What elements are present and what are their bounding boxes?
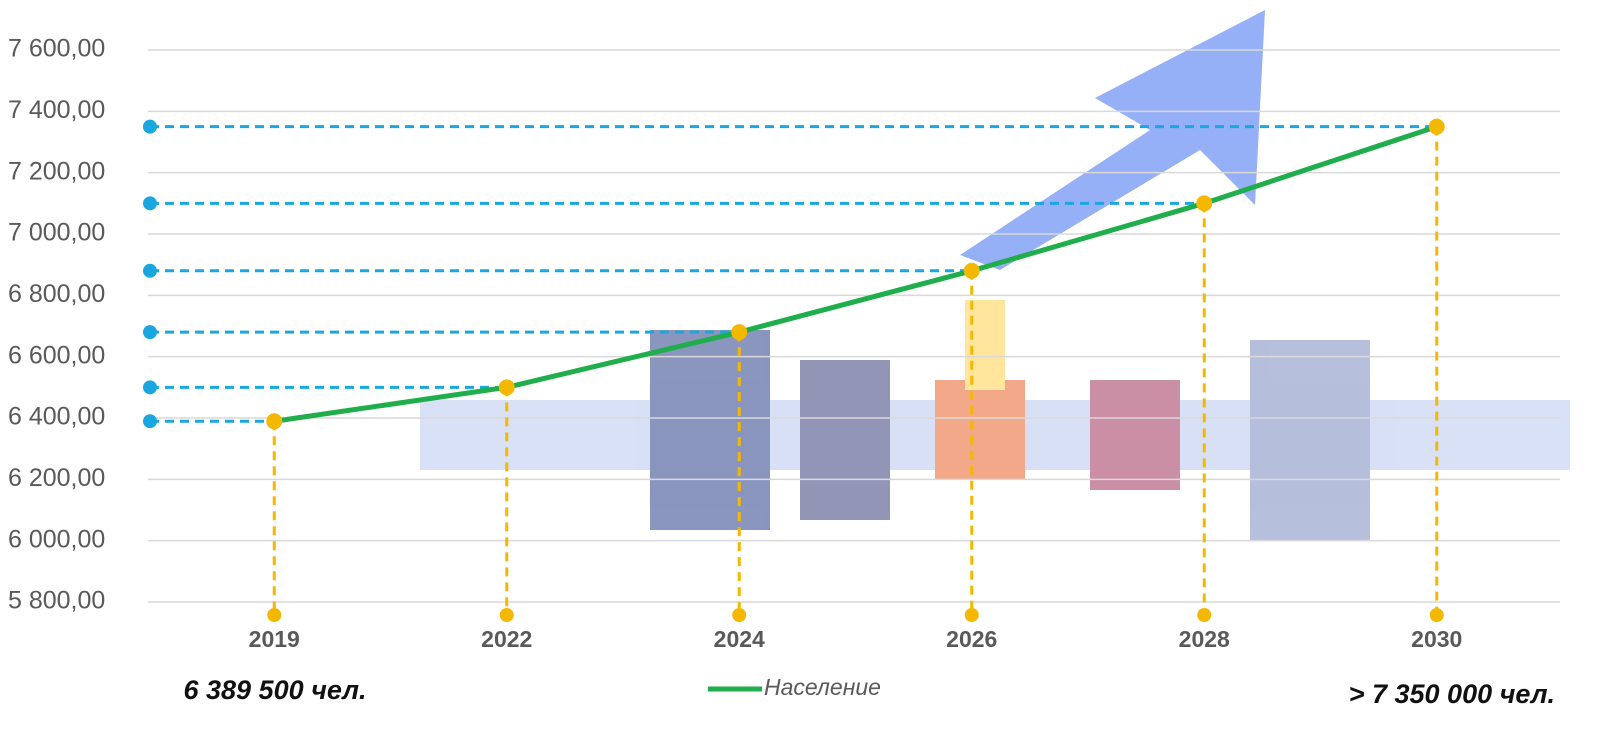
annotation: 6 389 500 чел. [183, 675, 366, 705]
x-tick-label: 2019 [249, 626, 300, 652]
y-tick-label: 7 400,00 [8, 96, 105, 124]
value-guide-dot [143, 414, 157, 428]
value-guide-dot [143, 196, 157, 210]
legend-label: Население [764, 674, 881, 700]
y-tick-label: 7 000,00 [8, 219, 105, 247]
x-tick-label: 2022 [481, 626, 532, 652]
y-tick-label: 6 000,00 [8, 525, 105, 553]
drop-line-dot [732, 608, 746, 622]
drop-line-dot [965, 608, 979, 622]
data-point [266, 413, 282, 429]
chart: 6 389 500 чел. > 7 350 000 чел. 5 800,00… [0, 0, 1620, 734]
y-tick-label: 6 800,00 [8, 280, 105, 308]
y-tick-label: 6 400,00 [8, 403, 105, 431]
data-point [1429, 119, 1445, 135]
data-point [499, 379, 515, 395]
drop-line-dot [1197, 608, 1211, 622]
value-guide-dot [143, 325, 157, 339]
drop-line-dot [1430, 608, 1444, 622]
drop-line-dot [267, 608, 281, 622]
data-point [731, 324, 747, 340]
value-guide-dot [143, 380, 157, 394]
y-tick-label: 6 200,00 [8, 464, 105, 492]
data-point [964, 263, 980, 279]
x-tick-label: 2024 [714, 626, 765, 652]
y-tick-label: 5 800,00 [8, 587, 105, 615]
background-art [420, 10, 1570, 540]
value-guide-dot [143, 120, 157, 134]
data-point [1196, 195, 1212, 211]
annotation: > 7 350 000 чел. [1349, 679, 1555, 709]
y-tick-label: 7 600,00 [8, 35, 105, 63]
drop-line-dot [500, 608, 514, 622]
x-tick-label: 2030 [1411, 626, 1462, 652]
x-tick-label: 2028 [1179, 626, 1230, 652]
x-tick-label: 2026 [946, 626, 997, 652]
value-guide-dot [143, 264, 157, 278]
y-tick-label: 7 200,00 [8, 157, 105, 185]
y-tick-label: 6 600,00 [8, 341, 105, 369]
